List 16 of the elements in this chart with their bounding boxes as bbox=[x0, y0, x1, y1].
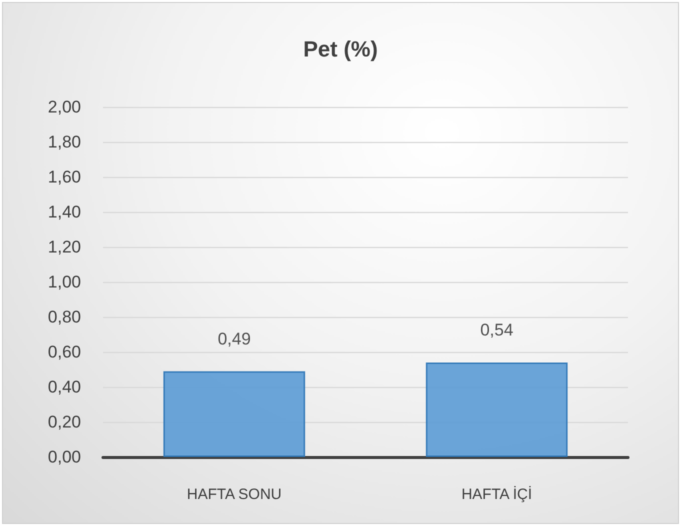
y-tick-label: 1,00 bbox=[48, 272, 81, 292]
y-tick-label: 0,80 bbox=[48, 308, 81, 326]
y-tick-label: 0,20 bbox=[48, 412, 81, 432]
data-label: 0,54 bbox=[480, 320, 514, 340]
y-tick-label: 0,00 bbox=[48, 448, 81, 466]
y-tick-label: 0,40 bbox=[48, 378, 81, 396]
chart-title: Pet (%) bbox=[303, 36, 378, 62]
y-tick-label: 0,60 bbox=[48, 342, 81, 362]
y-tick-label: 2,00 bbox=[48, 98, 81, 116]
y-tick-label: 1,60 bbox=[48, 168, 81, 186]
y-tick-label: 1,80 bbox=[48, 132, 81, 152]
y-tick-label: 1,40 bbox=[48, 202, 81, 222]
x-tick-label: HAFTA İÇİ bbox=[461, 485, 532, 503]
x-tick-label: HAFTA SONU bbox=[186, 486, 282, 503]
data-label: 0,49 bbox=[218, 329, 251, 348]
y-tick-label: 1,20 bbox=[48, 238, 81, 256]
